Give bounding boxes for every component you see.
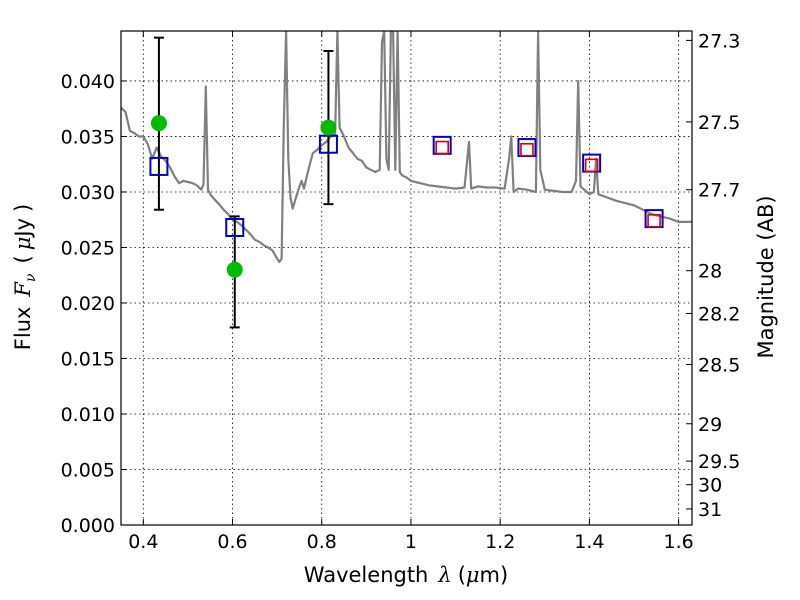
y-tick-label: 0.020 <box>61 293 115 315</box>
magnitude-tick-label: 29 <box>698 414 722 436</box>
magnitude-tick-label: 28 <box>698 261 722 283</box>
model-flux-square <box>149 156 169 176</box>
x-tick-label: 0.4 <box>128 531 158 553</box>
template-flux-square <box>435 140 449 155</box>
x-tick-label: 1.6 <box>664 531 694 553</box>
y-tick-label: 0.000 <box>61 515 115 537</box>
magnitude-tick-label: 27.5 <box>698 112 740 134</box>
observed-flux-point <box>320 119 337 136</box>
template-flux-square <box>647 214 661 228</box>
x-tick-label: 1.2 <box>485 531 515 553</box>
spectrum-layer <box>121 31 692 263</box>
magnitude-tick-label: 27.7 <box>698 180 740 202</box>
observed-flux-point <box>226 261 243 278</box>
observed-flux-point <box>150 115 167 132</box>
template-flux-square <box>520 142 534 157</box>
magnitude-tick-label: 27.3 <box>698 30 740 52</box>
y-tick-label: 0.040 <box>61 71 115 93</box>
template-flux-square <box>584 158 599 173</box>
y-tick-label: 0.010 <box>61 404 115 426</box>
points-layer <box>149 115 664 278</box>
axis-ticks: 0.4 0.6 0.8 1 1.2 1.4 1.6 0.000 0.005 0.010 0.015 0… <box>61 30 741 553</box>
model-flux-square <box>225 217 245 237</box>
magnitude-tick-label: 28.5 <box>698 355 740 377</box>
x-tick-label: 1.4 <box>574 531 604 553</box>
y-tick-label: 0.025 <box>61 237 115 259</box>
magnitude-tick-label: 31 <box>698 499 722 521</box>
magnitude-tick-label: 28.2 <box>698 303 740 325</box>
y-tick-label: 0.005 <box>61 459 115 481</box>
x-axis-label: Wavelength λ (μm) <box>304 563 508 587</box>
x-tick-label: 0.8 <box>307 531 337 553</box>
magnitude-tick-label: 30 <box>698 475 722 497</box>
x-tick-label: 0.6 <box>217 531 247 553</box>
y-tick-label: 0.030 <box>61 182 115 204</box>
y-axis-label: FluxFν(μJy) <box>11 204 39 350</box>
model-flux-square <box>318 134 338 154</box>
y-tick-label: 0.015 <box>61 348 115 370</box>
magnitude-tick-label: 29.5 <box>698 451 740 473</box>
plot-frame <box>120 30 693 526</box>
x-tick-label: 1 <box>405 531 417 553</box>
spectrum-line <box>121 31 692 263</box>
y-tick-label: 0.035 <box>61 126 115 148</box>
magnitude-axis-label: Magnitude (AB) <box>754 195 778 358</box>
